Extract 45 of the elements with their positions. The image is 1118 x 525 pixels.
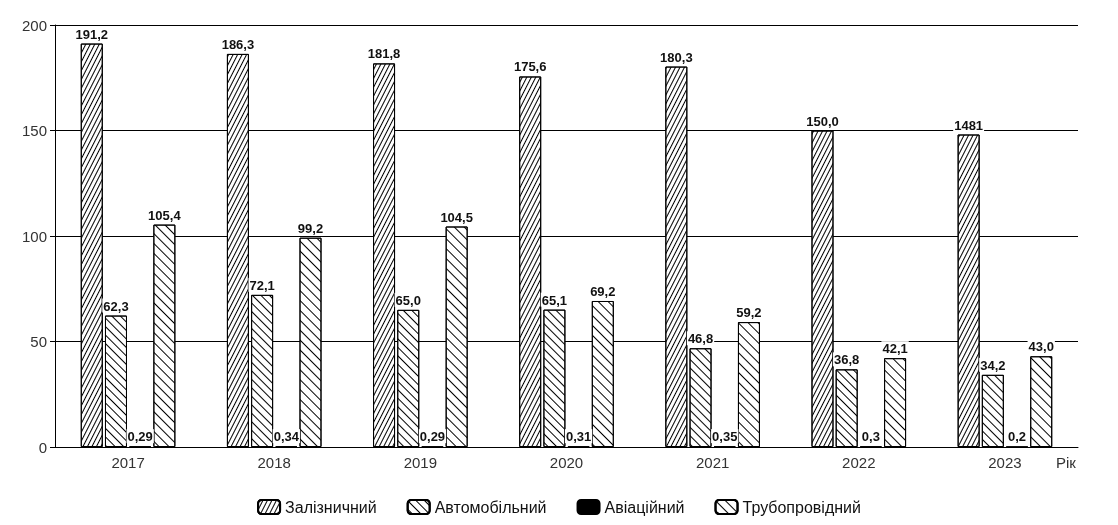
legend-label: Трубопровідний bbox=[742, 498, 861, 516]
data-label: 69,2 bbox=[590, 283, 616, 299]
x-tick-label: 2021 bbox=[695, 454, 730, 471]
x-tick-label: 2023 bbox=[988, 454, 1022, 471]
data-label: 104,5 bbox=[440, 209, 473, 225]
data-label: 34,2 bbox=[980, 357, 1006, 373]
data-label: 36,8 bbox=[834, 352, 860, 368]
data-label: 175,6 bbox=[513, 59, 547, 75]
data-label: 99,2 bbox=[297, 220, 324, 236]
legend-label: Авіаційний bbox=[604, 498, 685, 516]
annotation: 1481 bbox=[954, 117, 984, 133]
data-label: 0,3 bbox=[861, 429, 880, 445]
y-tick-label: 200 bbox=[21, 16, 47, 34]
data-label: 186,3 bbox=[221, 36, 255, 52]
y-tick-label: 0 bbox=[38, 438, 47, 456]
data-label: 180,3 bbox=[660, 49, 693, 65]
data-label: 43,0 bbox=[1028, 339, 1054, 355]
data-label: 42,1 bbox=[882, 341, 908, 357]
data-label: 0,2 bbox=[1007, 429, 1027, 445]
x-tick-label: 2018 bbox=[257, 454, 291, 471]
data-label: 0,29 bbox=[127, 429, 153, 445]
data-label: 46,8 bbox=[687, 331, 714, 347]
y-tick-label: 50 bbox=[30, 333, 47, 350]
data-label: 0,31 bbox=[565, 429, 592, 445]
data-label: 65,1 bbox=[541, 292, 568, 308]
legend-label: Автомобільний bbox=[434, 498, 547, 516]
y-tick-label: 150 bbox=[21, 122, 47, 139]
data-label: 0,29 bbox=[419, 429, 446, 445]
data-label: 62,3 bbox=[103, 298, 129, 314]
x-tick-label: 2022 bbox=[842, 454, 876, 471]
data-label: 181,8 bbox=[367, 46, 401, 62]
data-label: 0,34 bbox=[273, 429, 300, 445]
y-tick-label: 100 bbox=[21, 227, 47, 245]
x-axis-title: Рік bbox=[1056, 454, 1077, 471]
x-tick-label: 2019 bbox=[403, 454, 438, 471]
x-tick-label: 2020 bbox=[549, 454, 584, 471]
data-label: 150,0 bbox=[806, 113, 839, 129]
legend-label: Залізничний bbox=[285, 498, 377, 516]
data-label: 65,0 bbox=[395, 292, 421, 308]
data-label: 191,2 bbox=[75, 26, 109, 42]
x-tick-label: 2017 bbox=[111, 454, 145, 471]
data-label: 0,35 bbox=[712, 429, 738, 445]
data-label: 59,2 bbox=[736, 305, 762, 321]
data-label: 105,4 bbox=[148, 207, 182, 223]
data-label: 72,1 bbox=[249, 277, 275, 293]
